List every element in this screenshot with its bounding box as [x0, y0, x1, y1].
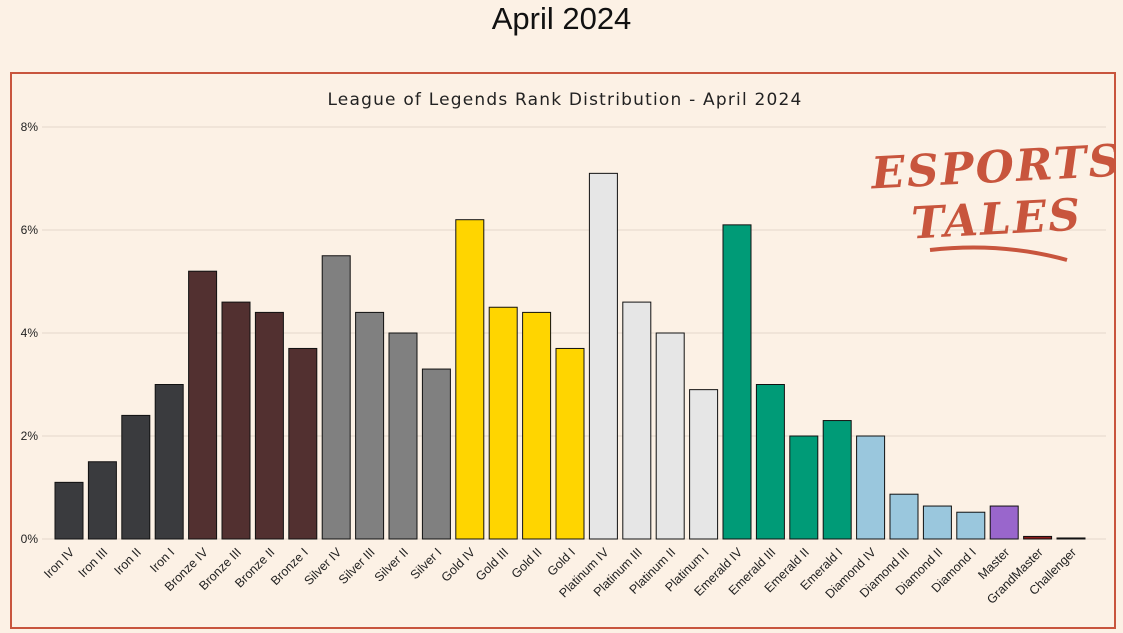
x-tick-label: Gold II	[509, 545, 545, 581]
bar	[922, 505, 952, 540]
bar	[1056, 537, 1086, 540]
bar	[355, 311, 385, 540]
logo-underline	[929, 245, 1068, 262]
bar	[956, 511, 986, 540]
bar	[221, 301, 251, 540]
chart-title: League of Legends Rank Distribution - Ap…	[327, 90, 802, 110]
x-tick-label: Silver IV	[302, 545, 345, 588]
bar	[488, 306, 518, 540]
bar	[689, 389, 719, 540]
x-tick-label: Silver III	[336, 545, 378, 587]
bar	[789, 435, 819, 540]
bar	[121, 414, 151, 540]
bar	[1023, 535, 1053, 540]
logo-line-1: ESPORTS	[868, 135, 1114, 199]
esports-tales-logo: ESPORTS TALES	[868, 135, 1114, 262]
x-tick-label: Gold IV	[439, 545, 479, 585]
bar	[87, 461, 117, 540]
bar	[856, 435, 886, 540]
x-tick-label: Iron II	[111, 545, 144, 578]
x-tick-label: Silver I	[408, 545, 445, 582]
x-tick-label: Gold III	[473, 545, 511, 583]
bar	[555, 347, 585, 540]
bar	[321, 255, 351, 540]
bar	[655, 332, 685, 540]
y-tick-label: 0%	[21, 532, 39, 546]
bar	[622, 301, 652, 540]
page-title: April 2024	[491, 1, 632, 36]
x-tick-label: Iron IV	[41, 545, 77, 581]
bar	[588, 172, 618, 540]
bar	[822, 420, 852, 540]
bar	[288, 347, 318, 540]
bar	[755, 384, 785, 540]
bars	[54, 172, 1086, 540]
y-axis-ticks: 0% 2% 4% 6% 8%	[21, 120, 39, 546]
bar	[522, 311, 552, 540]
bar	[388, 332, 418, 540]
bar	[154, 384, 184, 540]
bar	[889, 493, 919, 540]
bar	[421, 368, 451, 540]
bar-chart: League of Legends Rank Distribution - Ap…	[21, 90, 1114, 607]
bar	[254, 311, 284, 540]
bar	[188, 270, 218, 540]
bar	[989, 505, 1019, 540]
y-tick-label: 2%	[21, 429, 39, 443]
bar	[722, 224, 752, 540]
chart-frame: League of Legends Rank Distribution - Ap…	[10, 72, 1116, 629]
y-tick-label: 8%	[21, 120, 39, 134]
x-tick-label: Silver II	[372, 545, 411, 584]
bar	[54, 481, 84, 540]
x-tick-label: Iron I	[147, 545, 177, 575]
y-tick-label: 4%	[21, 326, 39, 340]
x-tick-label: Iron III	[76, 545, 111, 580]
bar	[455, 219, 485, 540]
y-tick-label: 6%	[21, 223, 39, 237]
logo-line-2: TALES	[910, 190, 1083, 250]
